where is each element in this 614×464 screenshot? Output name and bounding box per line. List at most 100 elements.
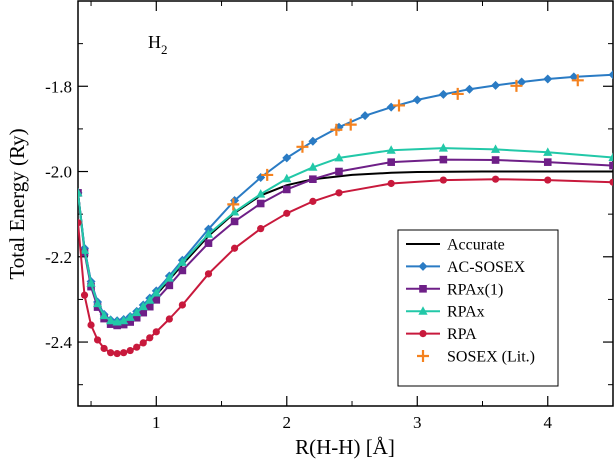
data-point-sosex-lit: [393, 99, 405, 112]
data-point-rpax-1: [335, 167, 343, 176]
legend: Accurate AC-SOSEX RPAx(1) RPAx RPA SOSEX (Lit…: [397, 229, 559, 387]
data-point-ac-sosex: [464, 84, 474, 94]
data-point-rpax: [282, 173, 292, 183]
data-point-rpax: [145, 295, 155, 304]
data-point-ac-sosex: [517, 77, 527, 87]
data-point-rpa: [544, 176, 552, 184]
data-point-rpax-1: [609, 161, 613, 170]
legend-marker: [418, 306, 428, 315]
data-point-rpax-1: [491, 156, 500, 164]
legend-box: [397, 229, 559, 387]
x-tick-label: 4: [544, 413, 553, 432]
y-axis-title: Total Energy (Ry): [5, 128, 29, 279]
x-axis-title: R(H-H) [Å]: [295, 435, 395, 459]
data-point-ac-sosex: [438, 89, 448, 99]
data-point-rpax: [92, 298, 103, 308]
data-point-rpax: [112, 317, 122, 326]
legend-label: RPA: [447, 326, 477, 343]
data-point-rpa: [80, 291, 89, 299]
data-point-rpax: [438, 143, 448, 152]
data-point-rpax-1: [132, 313, 141, 322]
data-point-rpa: [165, 315, 173, 323]
data-point-rpax-1: [126, 318, 134, 326]
data-point-rpax: [86, 278, 96, 287]
data-point-sosex-lit: [451, 87, 464, 100]
legend-marker: [418, 261, 428, 271]
data-point-rpa: [283, 209, 291, 217]
data-point-rpa: [609, 178, 613, 186]
data-point-sosex-lit: [296, 140, 309, 153]
data-point-rpax-1: [439, 155, 448, 164]
data-point-ac-sosex: [543, 74, 553, 84]
data-point-rpa: [178, 301, 186, 309]
data-point-rpa: [126, 346, 134, 355]
data-point-ac-sosex: [360, 111, 370, 121]
axis-ticks: 1 2 3 4 -2.4 -2.2 -2.0 -1.8: [45, 1, 614, 432]
data-point-rpax: [386, 145, 396, 154]
legend-entry-accurate: Accurate: [406, 237, 505, 254]
data-point-rpax: [132, 307, 142, 317]
data-point-rpax-1: [139, 308, 148, 317]
data-point-rpa: [120, 349, 128, 357]
series-sosex-lit: [227, 74, 584, 211]
data-point-ac-sosex: [308, 136, 318, 146]
data-point-rpa: [146, 334, 154, 342]
data-point-rpax: [203, 229, 214, 238]
series-rpax: [78, 143, 613, 326]
data-point-rpa: [152, 328, 160, 336]
data-point-rpax: [119, 315, 129, 325]
data-point-rpa: [93, 336, 102, 344]
legend-label: SOSEX (Lit.): [447, 349, 535, 366]
data-point-rpa: [113, 349, 121, 358]
data-point-rpax-1: [119, 320, 128, 329]
data-point-rpa: [133, 343, 141, 351]
data-point-rpa: [87, 321, 95, 329]
y-tick-label: -2.4: [45, 333, 72, 352]
data-point-rpax-1: [543, 158, 552, 166]
data-point-sosex-lit: [227, 198, 240, 211]
data-point-sosex-lit: [571, 74, 584, 87]
data-point-ac-sosex: [282, 153, 292, 163]
data-point-rpa: [309, 197, 317, 205]
data-point-rpax-1: [204, 239, 213, 247]
y-tick-label: -2.2: [45, 248, 72, 267]
data-point-rpa: [387, 179, 395, 188]
data-point-ac-sosex: [569, 72, 579, 82]
data-point-sosex-lit: [344, 118, 357, 131]
data-point-rpax: [151, 288, 161, 297]
data-point-rpax: [490, 144, 501, 153]
data-point-rpa: [139, 339, 147, 347]
data-point-rpax: [608, 152, 613, 161]
data-point-rpax-1: [178, 266, 187, 275]
data-point-ac-sosex: [412, 95, 422, 105]
data-point-rpa: [100, 344, 108, 353]
x-tick-label: 3: [413, 413, 422, 432]
legend-marker: [419, 330, 427, 338]
data-point-rpa: [107, 349, 115, 357]
legend-entry-sosex-lit: SOSEX (Lit.): [417, 349, 535, 366]
data-point-rpax: [106, 315, 116, 325]
data-point-rpax: [138, 301, 148, 311]
legend-label: AC-SOSEX: [447, 259, 526, 276]
data-point-rpa: [491, 175, 500, 183]
y-tick-label: -1.8: [45, 77, 72, 96]
data-point-rpax: [256, 189, 266, 198]
legend-entry-rpax-1: RPAx(1): [406, 281, 503, 298]
data-point-rpa: [439, 176, 447, 184]
data-point-rpax-1: [309, 175, 317, 183]
legend-marker: [419, 285, 427, 293]
data-point-rpax-1: [387, 158, 395, 166]
h2-subscript: 2: [161, 42, 168, 57]
data-point-sosex-lit: [330, 123, 343, 136]
data-point-rpax: [164, 273, 174, 282]
data-point-rpax-1: [145, 302, 154, 311]
data-point-rpax: [79, 245, 90, 254]
data-point-rpa: [204, 270, 213, 278]
legend-marker: [417, 350, 429, 362]
data-point-rpax: [177, 257, 187, 266]
data-point-sosex-lit: [510, 79, 523, 92]
x-tick-label: 1: [152, 413, 161, 432]
data-point-rpa: [335, 189, 343, 197]
data-point-ac-sosex: [491, 80, 501, 90]
x-tick-label: 2: [283, 413, 292, 432]
